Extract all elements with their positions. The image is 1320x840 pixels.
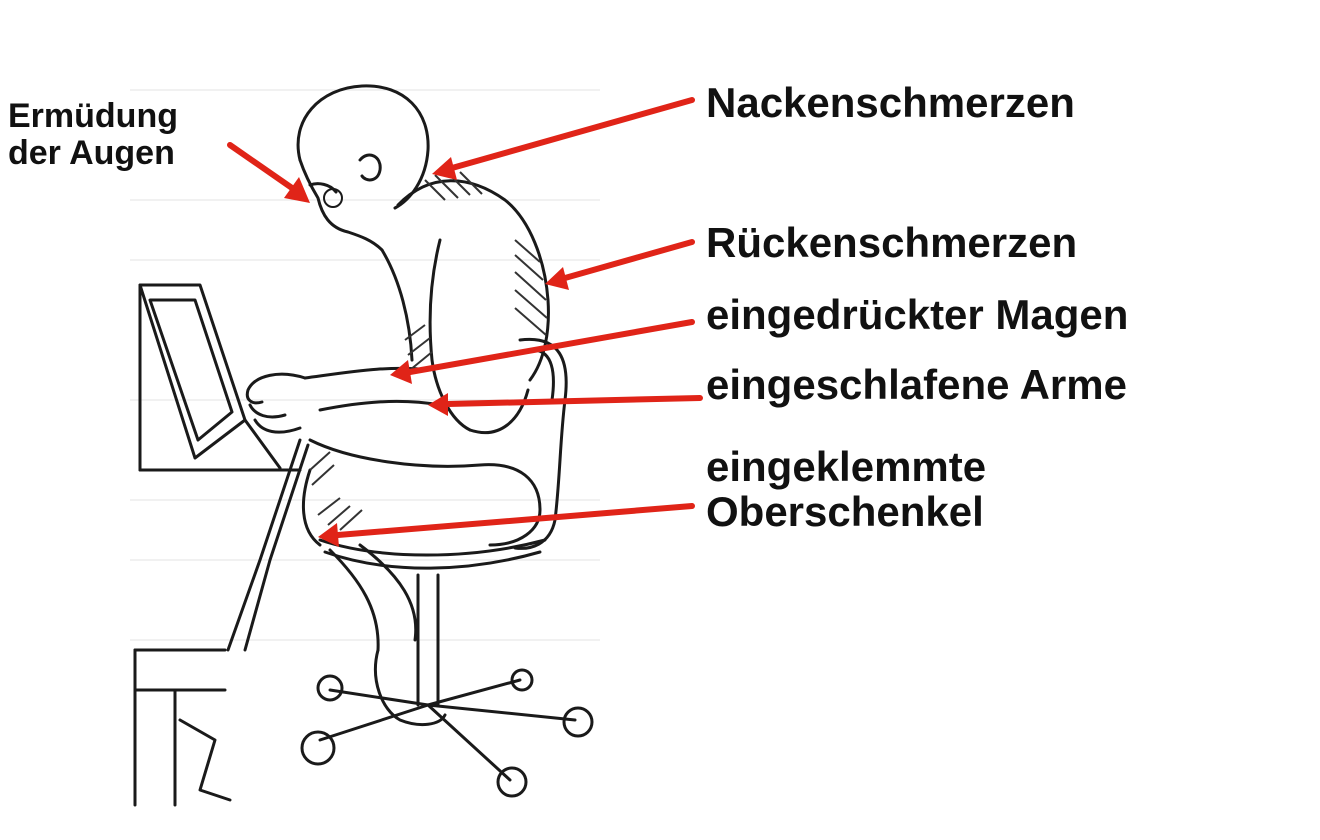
pain-hatching	[309, 171, 548, 531]
label-pinched-thighs-line-2: Oberschenkel	[706, 488, 984, 536]
desk-with-monitor	[133, 283, 302, 807]
arrow-arms	[428, 393, 703, 416]
arrow-neck	[432, 97, 695, 180]
label-back-pain: Rückenschmerzen	[706, 219, 1078, 266]
label-numb-arms: eingeschlafene Arme	[706, 361, 1127, 408]
label-eye-fatigue: Ermüdung der Augen	[8, 98, 178, 171]
label-compressed-stomach: eingedrückter Magen	[706, 291, 1129, 338]
arrow-stomach	[390, 319, 695, 384]
label-eye-fatigue-line-1: Ermüdung	[8, 97, 178, 135]
label-pinched-thighs: eingeklemmte Oberschenkel	[706, 444, 986, 535]
office-chair	[300, 337, 594, 798]
label-neck-pain: Nackenschmerzen	[706, 79, 1075, 126]
label-pinched-thighs-line-1: eingeklemmte	[706, 443, 987, 490]
arrow-back	[545, 239, 695, 290]
label-eye-fatigue-line-2: der Augen	[8, 133, 175, 172]
arrow-thigh	[318, 503, 695, 547]
arrow-eyes	[227, 142, 310, 203]
background-lines	[130, 89, 600, 641]
